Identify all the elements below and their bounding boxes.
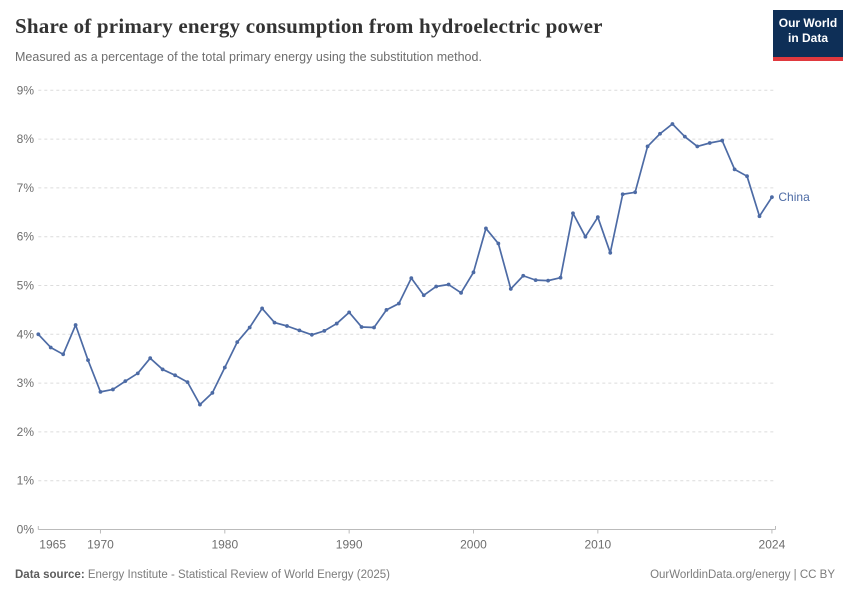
data-point[interactable] [372, 325, 376, 330]
x-tick-label: 1970 [87, 538, 114, 552]
data-point[interactable] [459, 290, 463, 295]
data-point[interactable] [770, 195, 774, 200]
chart-line[interactable] [37, 123, 773, 406]
data-point[interactable] [446, 282, 451, 287]
data-point[interactable] [633, 190, 638, 195]
data-source-text: Energy Institute - Statistical Review of… [84, 569, 390, 581]
data-point[interactable] [123, 379, 128, 384]
data-point[interactable] [48, 345, 53, 350]
data-point[interactable] [210, 390, 215, 395]
data-point[interactable] [645, 144, 650, 149]
data-point[interactable] [720, 138, 725, 143]
data-source-label: Data source: [15, 569, 85, 581]
data-point[interactable] [695, 144, 700, 149]
data-point[interactable] [297, 328, 302, 333]
x-tick-label: 2024 [759, 538, 786, 552]
data-point[interactable] [36, 332, 41, 337]
data-point[interactable] [98, 389, 103, 394]
data-point[interactable] [260, 306, 265, 311]
data-point[interactable] [135, 371, 140, 376]
owid-logo-line2: in Data [787, 31, 828, 45]
data-point[interactable] [658, 131, 662, 136]
data-point[interactable] [347, 310, 352, 315]
x-tick-label: 1965 [39, 538, 66, 552]
data-point[interactable] [160, 367, 165, 372]
data-point[interactable] [247, 325, 252, 330]
data-point[interactable] [732, 167, 737, 172]
data-point[interactable] [471, 270, 476, 275]
data-point[interactable] [620, 192, 625, 197]
data-point[interactable] [421, 293, 426, 298]
y-tick-label: 0% [17, 523, 35, 537]
data-point[interactable] [111, 387, 115, 392]
data-point[interactable] [608, 250, 613, 255]
data-point[interactable] [707, 141, 712, 145]
data-point[interactable] [309, 332, 314, 337]
y-tick-label: 7% [17, 181, 35, 195]
data-point[interactable] [148, 356, 153, 361]
y-tick-label: 8% [17, 132, 35, 146]
data-point[interactable] [571, 211, 575, 216]
data-point[interactable] [583, 234, 588, 239]
data-point[interactable] [521, 273, 526, 278]
data-point[interactable] [533, 278, 538, 283]
data-point[interactable] [86, 358, 90, 363]
data-point[interactable] [670, 122, 675, 126]
data-point[interactable] [272, 320, 277, 325]
data-point[interactable] [595, 215, 600, 220]
owid-logo[interactable]: Our World in Data [773, 10, 843, 61]
y-tick-label: 4% [17, 327, 35, 341]
owid-logo-line1: Our World [778, 16, 838, 30]
chart-footer: Data source: Energy Institute - Statisti… [15, 569, 835, 581]
license-link[interactable]: OurWorldinData.org/energy | CC BY [650, 569, 835, 581]
y-tick-label: 3% [17, 376, 35, 390]
chart-subtitle: Measured as a percentage of the total pr… [15, 50, 482, 64]
data-point[interactable] [409, 276, 414, 281]
data-point[interactable] [484, 226, 488, 231]
x-tick-label: 1980 [211, 538, 238, 552]
data-point[interactable] [222, 365, 227, 370]
x-tick-label: 2000 [460, 538, 487, 552]
data-point[interactable] [61, 352, 66, 357]
y-tick-label: 1% [17, 474, 35, 488]
data-point[interactable] [546, 278, 550, 283]
data-point[interactable] [558, 275, 563, 280]
data-point[interactable] [434, 284, 439, 289]
data-point[interactable] [508, 287, 513, 291]
y-tick-label: 5% [17, 279, 35, 293]
data-point[interactable] [334, 321, 339, 326]
x-tick-label: 2010 [584, 538, 611, 552]
y-tick-label: 6% [17, 230, 35, 244]
y-tick-label: 2% [17, 425, 35, 439]
data-point[interactable] [173, 373, 177, 378]
data-point[interactable] [396, 301, 401, 306]
chart-title: Share of primary energy consumption from… [15, 14, 603, 38]
data-point[interactable] [185, 380, 190, 385]
series-label: China [778, 190, 810, 204]
data-point[interactable] [285, 324, 289, 328]
data-point[interactable] [682, 134, 687, 139]
x-tick-label: 1990 [336, 538, 363, 552]
data-point[interactable] [198, 402, 202, 407]
data-source: Data source: Energy Institute - Statisti… [15, 569, 390, 581]
data-point[interactable] [359, 325, 364, 329]
data-point[interactable] [384, 308, 389, 312]
data-point[interactable] [73, 323, 78, 327]
data-point[interactable] [322, 328, 327, 333]
data-point[interactable] [745, 174, 749, 179]
data-point[interactable] [496, 241, 501, 246]
y-tick-label: 9% [17, 83, 35, 97]
data-point[interactable] [235, 340, 240, 345]
data-point[interactable] [757, 214, 762, 219]
